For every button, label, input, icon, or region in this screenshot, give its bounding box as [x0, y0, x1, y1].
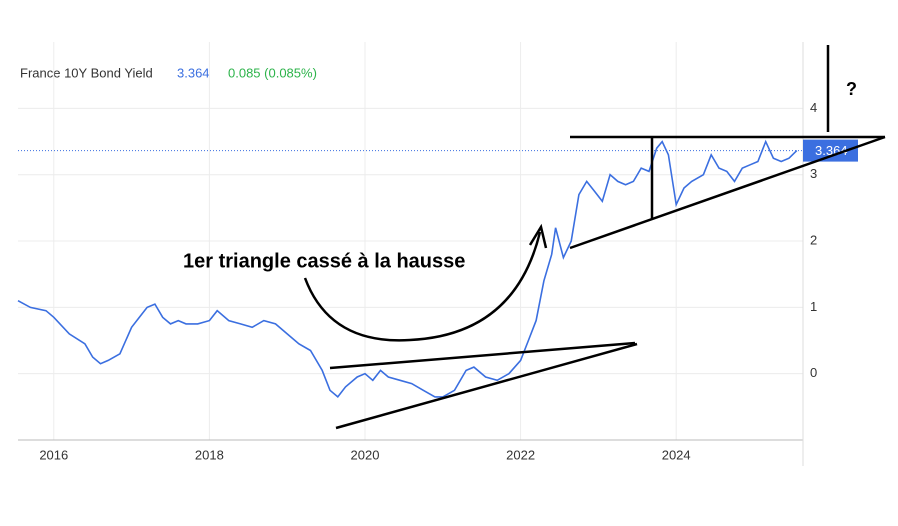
y-tick-label: 1: [810, 299, 817, 314]
curved-arrow: [303, 231, 542, 342]
annotation: 1er triangle cassé à la hausse: [183, 250, 465, 272]
x-tick-label: 2018: [195, 447, 224, 462]
trendline: [569, 135, 886, 250]
chart-title: France 10Y Bond Yield: [20, 65, 153, 80]
annotation: ?: [846, 79, 857, 99]
arrow-head: [528, 223, 548, 249]
y-tick-label: 3: [810, 166, 817, 181]
last-value-box: [803, 139, 858, 162]
series-line: [17, 139, 798, 399]
price: 3.364: [177, 65, 210, 80]
trendline: [329, 341, 636, 370]
x-tick-label: 2020: [351, 447, 380, 462]
x-tick-label: 2022: [506, 447, 535, 462]
x-tick-label: 2016: [39, 447, 68, 462]
annotation-lines: [303, 45, 886, 430]
x-tick-label: 2024: [662, 447, 691, 462]
trendline: [335, 342, 638, 430]
y-tick-label: 0: [810, 365, 817, 380]
y-tick-label: 4: [810, 100, 817, 115]
y-tick-label: 2: [810, 232, 817, 247]
change: 0.085 (0.085%): [228, 65, 317, 80]
